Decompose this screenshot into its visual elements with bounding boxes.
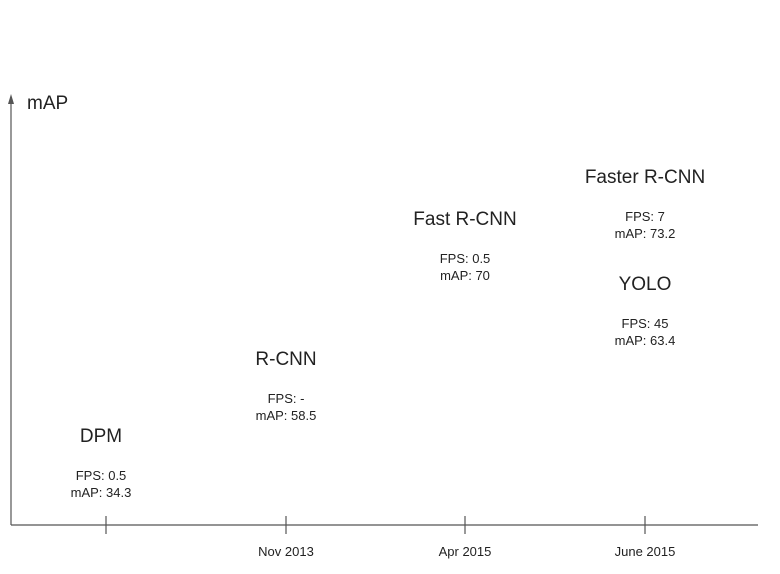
fps-value: FPS: 0.5: [440, 251, 491, 266]
map-value: mAP: 58.5: [256, 408, 317, 423]
x-tick-label: Nov 2013: [258, 544, 314, 559]
map-value: mAP: 70: [440, 268, 490, 283]
x-tick-label: Apr 2015: [439, 544, 492, 559]
fps-value: FPS: -: [268, 391, 305, 406]
y-axis: mAP: [8, 93, 68, 525]
fps-value: FPS: 7: [625, 209, 665, 224]
x-tick-label: June 2015: [615, 544, 676, 559]
model-name: DPM: [80, 426, 122, 447]
y-axis-label: mAP: [27, 93, 68, 114]
y-axis-arrow: [8, 94, 14, 104]
model-name: R-CNN: [255, 349, 316, 370]
fps-value: FPS: 45: [622, 316, 669, 331]
model-name: Faster R-CNN: [585, 167, 705, 188]
model-annotations: DPM FPS: 0.5 mAP: 34.3 R-CNN FPS: - mAP: 58.5…: [71, 167, 706, 500]
map-value: mAP: 73.2: [615, 226, 676, 241]
map-value: mAP: 63.4: [615, 333, 676, 348]
fps-value: FPS: 0.5: [76, 468, 127, 483]
model-point: R-CNN FPS: - mAP: 58.5: [255, 349, 316, 423]
model-name: Fast R-CNN: [413, 209, 516, 230]
model-point: Faster R-CNN FPS: 7 mAP: 73.2: [585, 167, 705, 241]
x-axis-ticks: Nov 2013 Apr 2015 June 2015: [105, 516, 676, 559]
model-name: YOLO: [619, 274, 672, 295]
map-value: mAP: 34.3: [71, 485, 132, 500]
model-point: YOLO FPS: 45 mAP: 63.4: [615, 274, 676, 348]
model-point: Fast R-CNN FPS: 0.5 mAP: 70: [413, 209, 516, 283]
model-point: DPM FPS: 0.5 mAP: 34.3: [71, 426, 132, 500]
